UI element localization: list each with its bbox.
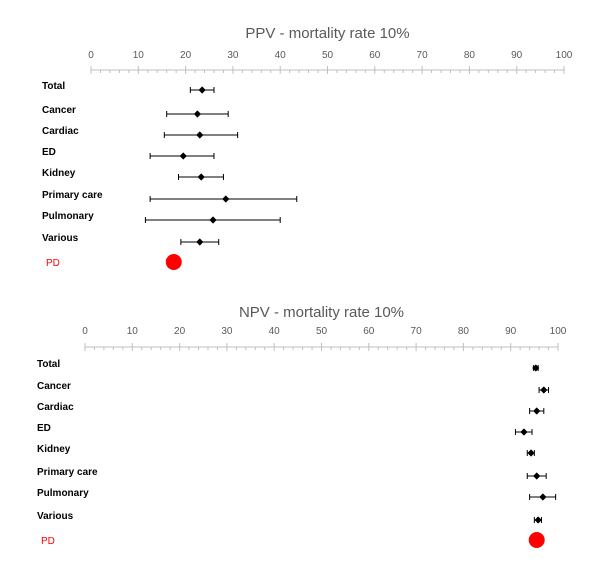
ppv-tick-label-10: 10 bbox=[133, 50, 145, 61]
ppv-estimate-marker-primary-care bbox=[222, 195, 230, 203]
npv-tick-label-10: 10 bbox=[127, 326, 139, 337]
npv-tick-label-40: 40 bbox=[269, 326, 281, 337]
npv-estimate-marker-various bbox=[534, 516, 542, 524]
ppv-category-label-total: Total bbox=[42, 81, 65, 92]
npv-estimate-marker-total bbox=[532, 364, 540, 372]
ppv-tick-label-0: 0 bbox=[88, 50, 94, 61]
ppv-category-label-cardiac: Cardiac bbox=[42, 126, 79, 137]
npv-estimate-marker-cancer bbox=[540, 386, 548, 394]
ppv-category-label-ed: ED bbox=[42, 147, 56, 158]
npv-tick-label-70: 70 bbox=[411, 326, 423, 337]
ppv-estimate-marker-pulmonary bbox=[209, 216, 217, 224]
npv-chart-title: NPV - mortality rate 10% bbox=[239, 304, 404, 321]
npv-tick-label-90: 90 bbox=[505, 326, 517, 337]
npv-tick-label-20: 20 bbox=[174, 326, 186, 337]
npv-tick-label-50: 50 bbox=[316, 326, 328, 337]
npv-highlight-label: PD bbox=[41, 536, 55, 547]
ppv-estimate-marker-kidney bbox=[197, 173, 205, 181]
ppv-estimate-marker-cancer bbox=[193, 110, 202, 118]
npv-estimate-marker-ed bbox=[520, 428, 528, 436]
ppv-highlight-marker bbox=[165, 254, 182, 270]
ppv-category-label-kidney: Kidney bbox=[42, 168, 76, 179]
ppv-chart-title: PPV - mortality rate 10% bbox=[245, 25, 409, 42]
ppv-tick-label-50: 50 bbox=[322, 50, 334, 61]
npv-tick-label-30: 30 bbox=[221, 326, 233, 337]
npv-category-label-total: Total bbox=[37, 359, 60, 370]
npv-estimate-marker-cardiac bbox=[533, 407, 541, 415]
ppv-estimate-marker-cardiac bbox=[196, 131, 204, 139]
ppv-category-label-primary-care: Primary care bbox=[42, 190, 103, 201]
ppv-estimate-marker-various bbox=[196, 238, 204, 246]
npv-category-label-various: Various bbox=[37, 511, 74, 522]
ppv-estimate-marker-ed bbox=[179, 152, 187, 160]
ppv-tick-label-60: 60 bbox=[369, 50, 381, 61]
ppv-category-label-pulmonary: Pulmonary bbox=[42, 211, 94, 222]
ppv-category-label-various: Various bbox=[42, 233, 79, 244]
npv-category-label-cancer: Cancer bbox=[37, 381, 71, 392]
ppv-highlight-label: PD bbox=[46, 258, 60, 269]
ppv-tick-label-100: 100 bbox=[556, 50, 573, 61]
ppv-tick-label-70: 70 bbox=[417, 50, 429, 61]
npv-tick-label-80: 80 bbox=[458, 326, 470, 337]
npv-category-label-pulmonary: Pulmonary bbox=[37, 488, 89, 499]
ppv-tick-label-30: 30 bbox=[227, 50, 239, 61]
npv-category-label-cardiac: Cardiac bbox=[37, 402, 74, 413]
npv-estimate-marker-primary-care bbox=[533, 472, 541, 480]
npv-estimate-marker-kidney bbox=[527, 449, 535, 457]
npv-category-label-primary-care: Primary care bbox=[37, 467, 98, 478]
npv-estimate-marker-pulmonary bbox=[539, 493, 547, 501]
npv-tick-label-60: 60 bbox=[363, 326, 375, 337]
npv-category-label-kidney: Kidney bbox=[37, 444, 71, 455]
npv-tick-label-0: 0 bbox=[82, 326, 88, 337]
npv-tick-label-100: 100 bbox=[550, 326, 567, 337]
ppv-category-label-cancer: Cancer bbox=[42, 105, 76, 116]
ppv-tick-label-40: 40 bbox=[275, 50, 287, 61]
ppv-tick-label-80: 80 bbox=[464, 50, 476, 61]
ppv-tick-label-90: 90 bbox=[511, 50, 523, 61]
npv-category-label-ed: ED bbox=[37, 423, 51, 434]
npv-highlight-marker bbox=[528, 532, 545, 548]
ppv-tick-label-20: 20 bbox=[180, 50, 192, 61]
ppv-estimate-marker-total bbox=[198, 86, 206, 94]
